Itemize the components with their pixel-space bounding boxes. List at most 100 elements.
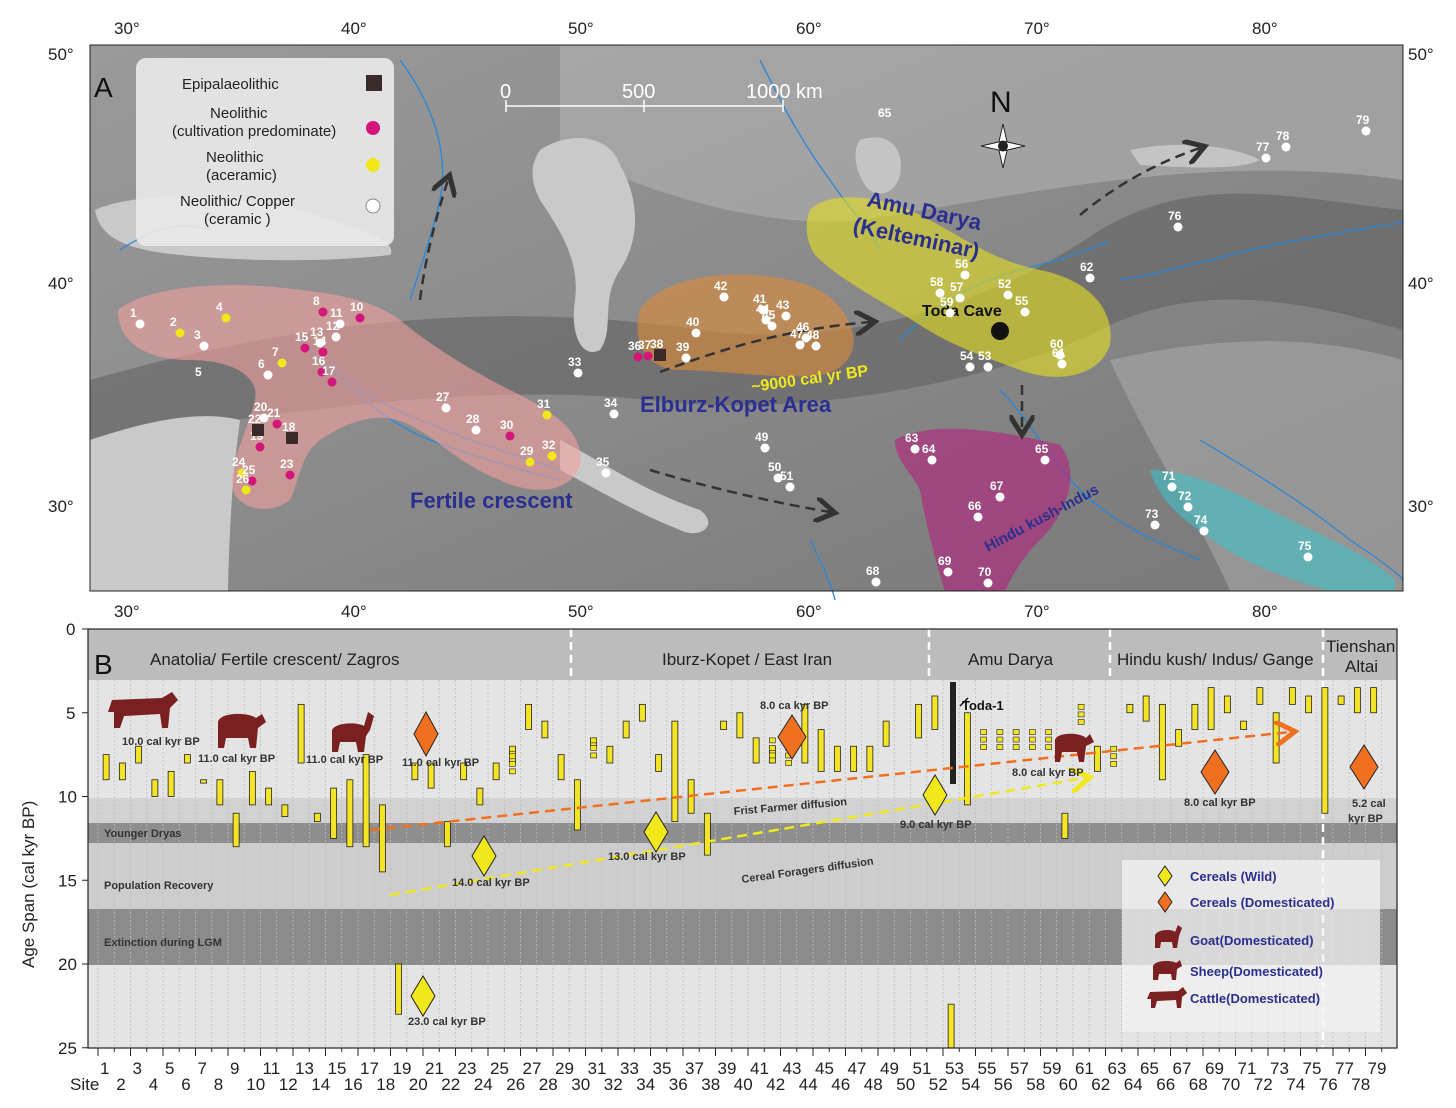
site-label: 60 [1050, 337, 1064, 351]
site-label: 62 [1080, 260, 1094, 274]
site-age-bar [1337, 695, 1345, 705]
site-label: 12 [326, 319, 340, 333]
site-tick-label: 58 [1026, 1075, 1045, 1094]
map-legend: Epipalaeolithic Neolithic (cultivation p… [136, 58, 394, 246]
site-marker-epipalaeolithic [654, 349, 666, 361]
site-tick-label: 53 [945, 1059, 964, 1078]
site-label: 79 [1356, 113, 1370, 127]
date-label-cattle: 10.0 cal kyr BP [122, 736, 200, 748]
site-label: 40 [686, 315, 700, 329]
site-marker [277, 358, 287, 368]
toda-1-arrow-icon [959, 697, 969, 707]
site-label: 61 [1052, 346, 1066, 360]
date-label-sheep: 11.0 cal kyr BP [198, 753, 275, 765]
site-tick-label: 9 [230, 1059, 239, 1078]
site-tick-label: 37 [685, 1059, 704, 1078]
site-label: 34 [604, 396, 618, 410]
site-age-bar-segment [1045, 744, 1052, 750]
site-age-bar-segment [1110, 753, 1117, 760]
site-age-bar [655, 754, 663, 772]
site-label: 32 [542, 438, 556, 452]
lon-tick-bottom: 50° [568, 602, 594, 621]
site-marker [1055, 350, 1065, 360]
site-age-bar [362, 754, 370, 848]
site-marker [331, 332, 341, 342]
site-age-bar-segment [980, 736, 987, 743]
site-marker [955, 293, 965, 303]
lat-tick-right: 50° [1408, 45, 1434, 64]
site-marker [785, 482, 795, 492]
site-label: 16 [312, 354, 326, 368]
site-label-65-top: 65 [878, 106, 892, 120]
site-label: 47 [790, 327, 804, 341]
site-marker [525, 457, 535, 467]
site-age-bar-segment [1045, 729, 1052, 735]
region-header-amu: Amu Darya [968, 650, 1054, 669]
site-tick-label: 46 [831, 1075, 850, 1094]
site-tick-label: 38 [701, 1075, 720, 1094]
site-marker [300, 343, 310, 353]
site-tick-label: 19 [393, 1059, 412, 1078]
site-label: 76 [1168, 209, 1182, 223]
site-label: 44 [756, 302, 770, 316]
band-younger-dryas [88, 823, 1397, 843]
site-label: 63 [905, 431, 919, 445]
site-marker [995, 492, 1005, 502]
site-tick-label: 1 [100, 1059, 109, 1078]
legend-neo-acer-marker [366, 158, 380, 172]
site-tick-label: 25 [490, 1059, 509, 1078]
site-marker [542, 410, 552, 420]
site-tick-label: 64 [1124, 1075, 1143, 1094]
site-age-bar [118, 762, 126, 781]
site-label: 26 [236, 472, 250, 486]
legend-neo-acer-label: Neolithic [206, 149, 264, 166]
site-marker [943, 567, 953, 577]
site-age-bar [833, 745, 841, 772]
site-tick-label: 77 [1335, 1059, 1354, 1078]
lat-tick-right: 40° [1408, 274, 1434, 293]
site-label: 48 [806, 328, 820, 342]
site-tick-label: 31 [588, 1059, 607, 1078]
site-age-bar-segment [769, 752, 776, 759]
site-age-bar [232, 812, 240, 848]
site-age-bar [703, 812, 711, 856]
toda-cave-label: Toda Cave [922, 303, 1002, 320]
site-marker [960, 270, 970, 280]
site-label: 13 [310, 325, 324, 339]
site-age-bar-segment [590, 745, 597, 751]
legend-cattle-icon [1147, 987, 1187, 1008]
lat-tick-right: 30° [1408, 497, 1434, 516]
site-age-bar [167, 770, 175, 797]
site-tick-label: 36 [669, 1075, 688, 1094]
site-marker [795, 340, 805, 350]
site-tick-label: 55 [978, 1059, 997, 1078]
y-axis-ticks: 0 5 10 15 20 25 [58, 620, 88, 1058]
legend-neo-acer-sub: (aceramic) [206, 167, 277, 184]
sheep-icon [218, 713, 266, 748]
map-frame [89, 44, 1404, 592]
cereal-dom-icon-2 [777, 714, 807, 760]
site-age-bar [135, 745, 143, 764]
site-age-bar-segment [509, 753, 516, 760]
site-age-bar-segment [1029, 736, 1036, 743]
lon-tick-top: 80° [1252, 19, 1278, 38]
steppe-north [560, 45, 1403, 222]
site-tick-label: 22 [441, 1075, 460, 1094]
site-marker [272, 419, 282, 429]
site-marker [983, 362, 993, 372]
site-label: 15 [295, 330, 309, 344]
legend-sheep: Sheep(Domesticated) [1190, 964, 1323, 979]
site-tick-label: 29 [555, 1059, 574, 1078]
site-tick-label: 47 [848, 1059, 867, 1078]
site-label: 30 [500, 418, 514, 432]
site-age-bar [216, 779, 224, 806]
site-age-bar [1061, 812, 1069, 839]
legend-goat: Goat(Domesticated) [1190, 933, 1314, 948]
site-marker [1085, 273, 1095, 283]
site-tick-label: 48 [864, 1075, 883, 1094]
site-age-bar [817, 729, 825, 772]
site-tick-label: 59 [1043, 1059, 1062, 1078]
site-age-bar [460, 762, 468, 781]
date-label-cereal-dom-1: 11.0 cal kyr BP [402, 757, 479, 769]
site-label: 74 [1194, 513, 1208, 527]
